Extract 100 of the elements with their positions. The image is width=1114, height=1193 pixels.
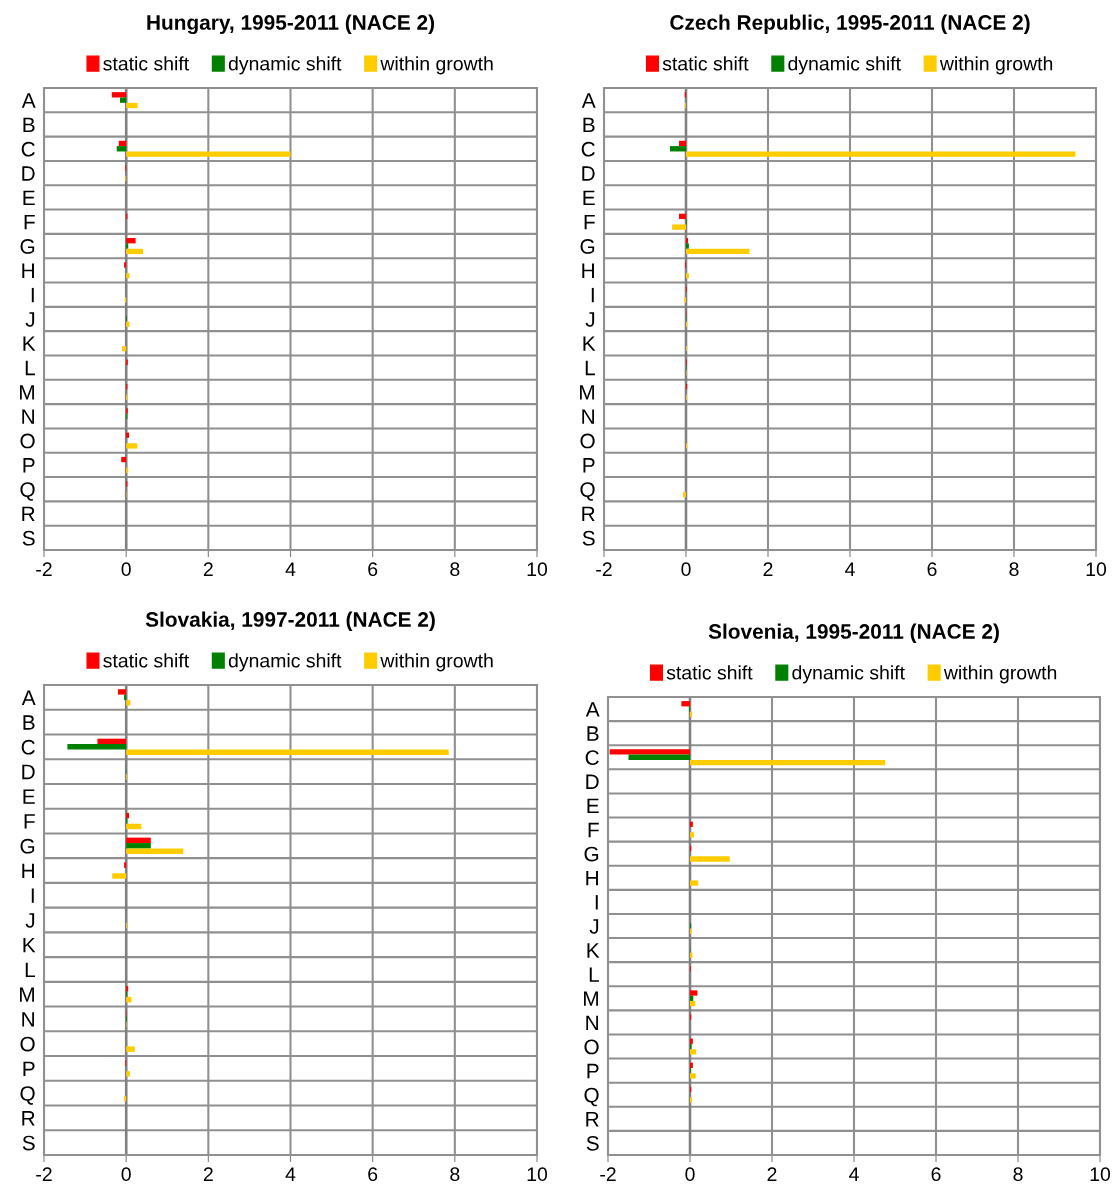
y-tick-label: B (23, 117, 35, 133)
bar (690, 821, 693, 827)
y-tick-label: R (22, 1111, 35, 1126)
y-tick-label: J (25, 913, 35, 928)
bar (124, 694, 127, 701)
y-tick-label: E (23, 190, 35, 205)
bar (126, 467, 129, 473)
x-tick-label: 2 (203, 1167, 213, 1181)
bar (690, 1097, 693, 1103)
y-tick-label: C (21, 739, 35, 755)
x-tick-label: -2 (36, 562, 52, 576)
y-tick-label: G (580, 239, 595, 254)
bar (126, 248, 144, 255)
x-tick-label: 0 (121, 1167, 131, 1182)
y-tick-label: Q (20, 482, 35, 501)
y-tick-label: H (586, 871, 598, 886)
y-tick-label: Q (580, 482, 595, 501)
y-tick-label: I (595, 895, 598, 910)
y-tick-label: P (583, 458, 595, 473)
bar (126, 1046, 135, 1052)
x-tick-label: 6 (368, 1167, 378, 1182)
y-tick-label: A (585, 702, 600, 717)
x-tick-label: 2 (203, 562, 213, 576)
y-tick-label: R (586, 1112, 599, 1127)
bar (690, 832, 695, 838)
x-tick-label: 6 (927, 562, 937, 577)
y-tick-label: E (583, 190, 595, 205)
bar (686, 248, 750, 255)
y-tick-label: Q (584, 1087, 599, 1107)
x-tick-label: 10 (527, 1167, 548, 1182)
bar (97, 738, 127, 745)
x-tick-label: 0 (685, 1167, 695, 1182)
y-tick-label: J (589, 919, 599, 934)
y-tick-label: L (589, 967, 599, 982)
legend-label: dynamic shift (788, 56, 901, 75)
y-tick-label: J (25, 312, 35, 327)
bar (690, 759, 886, 766)
bar (124, 862, 127, 868)
y-tick-label: A (21, 93, 36, 108)
legend-label: static shift (103, 56, 189, 71)
x-tick-label: -2 (600, 1167, 616, 1181)
y-tick-label: E (587, 798, 599, 814)
chart-title: Hungary, 1995-2011 (NACE 2) (147, 14, 435, 35)
x-tick-label: 10 (1090, 1167, 1111, 1182)
y-tick-label: S (22, 1135, 35, 1151)
y-tick-label: O (20, 433, 35, 449)
y-tick-label: H (582, 263, 594, 278)
bar (126, 700, 131, 706)
y-tick-label: Q (20, 1086, 35, 1105)
legend-label: dynamic shift (792, 665, 905, 684)
x-tick-label: -2 (36, 1167, 52, 1181)
y-tick-label: C (585, 750, 599, 766)
x-tick-label: 0 (121, 562, 131, 577)
bar (690, 990, 698, 996)
legend-label: dynamic shift (228, 56, 342, 75)
y-tick-label: L (585, 360, 595, 376)
bar (686, 243, 689, 249)
y-tick-label: O (580, 433, 595, 449)
y-tick-label: P (587, 1063, 599, 1079)
y-tick-label: H (22, 863, 34, 879)
bar (686, 151, 1076, 157)
y-tick-label: N (22, 1012, 34, 1027)
y-tick-label: R (22, 506, 35, 522)
x-tick-label: 8 (450, 1167, 460, 1182)
y-tick-label: N (586, 1015, 598, 1030)
y-tick-label: G (20, 239, 35, 254)
bar (690, 1073, 696, 1079)
legend-label: dynamic shift (228, 653, 342, 672)
y-tick-label: G (20, 838, 35, 854)
y-tick-label: R (582, 506, 595, 522)
y-tick-label: S (586, 1135, 599, 1151)
bar (126, 986, 129, 992)
y-tick-label: N (582, 409, 594, 424)
bar (690, 856, 730, 862)
y-tick-label: D (582, 166, 595, 181)
y-tick-label: D (22, 166, 35, 181)
y-tick-label: F (584, 214, 595, 230)
x-tick-label: 8 (1013, 1167, 1023, 1182)
bar (67, 744, 127, 750)
chart-title: Czech Republic, 1995-2011 (NACE 2) (670, 14, 1030, 34)
legend-label: within growth (943, 665, 1057, 684)
bar (124, 1095, 127, 1102)
x-tick-label: 4 (285, 1167, 296, 1181)
bar (126, 848, 184, 854)
legend-label: static shift (103, 653, 189, 668)
bar (121, 456, 127, 463)
bar (686, 273, 689, 279)
y-tick-label: K (23, 937, 36, 953)
y-tick-label: N (22, 409, 34, 424)
y-tick-label: M (20, 385, 34, 400)
x-tick-label: 10 (527, 562, 548, 577)
y-tick-label: L (25, 962, 35, 978)
bar (670, 146, 686, 152)
bar (609, 749, 690, 755)
bar (124, 262, 127, 268)
bar (686, 238, 689, 244)
y-tick-label: I (31, 888, 34, 903)
y-tick-label: G (584, 846, 599, 862)
bar (126, 1071, 130, 1077)
bar (122, 345, 127, 352)
